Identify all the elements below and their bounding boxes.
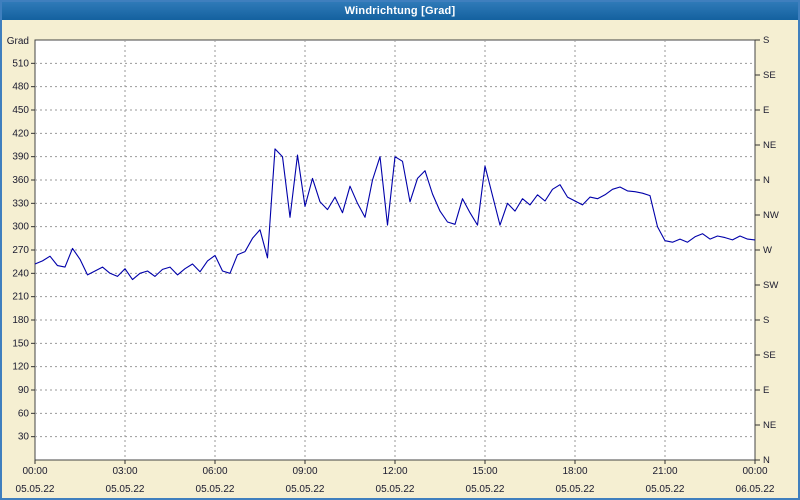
y-tick-label: 450 — [12, 105, 29, 116]
x-tick-time-label: 12:00 — [382, 466, 407, 477]
y-tick-label: 420 — [12, 128, 29, 139]
wind-direction-chart: 30 60 90 120 150 180 210 240 270 300 330 360 390 420 4… — [7, 35, 779, 495]
y-tick-label: 480 — [12, 82, 29, 93]
compass-label: W — [763, 245, 772, 256]
compass-label: SE — [763, 350, 776, 361]
x-tick-date-label: 05.05.22 — [556, 484, 595, 495]
x-tick-date-label: 06.05.22 — [736, 484, 775, 495]
x-tick-date-label: 05.05.22 — [196, 484, 235, 495]
y-tick-label: 390 — [12, 152, 29, 163]
y-tick-label: 120 — [12, 362, 29, 373]
x-tick-date-label: 05.05.22 — [16, 484, 55, 495]
y-tick-label: 60 — [18, 408, 30, 419]
y-tick-label: 210 — [12, 292, 29, 303]
window-title-bar: Windrichtung [Grad] — [2, 2, 798, 20]
x-tick-date-label: 05.05.22 — [106, 484, 145, 495]
y-tick-label: 300 — [12, 222, 29, 233]
x-tick-time-label: 06:00 — [202, 466, 227, 477]
compass-label: E — [763, 105, 769, 116]
y-axis-unit-label: Grad — [7, 36, 29, 47]
window-title: Windrichtung [Grad] — [344, 5, 456, 17]
compass-label: N — [763, 175, 770, 186]
x-tick-date-label: 05.05.22 — [286, 484, 325, 495]
x-tick-time-label: 00:00 — [22, 466, 47, 477]
compass-label: S — [763, 35, 769, 46]
x-tick-time-label: 03:00 — [112, 466, 137, 477]
y-tick-label: 510 — [12, 58, 29, 69]
x-tick-time-label: 00:00 — [742, 466, 767, 477]
compass-label: E — [763, 385, 769, 396]
compass-label: NW — [763, 210, 779, 221]
compass-label: SW — [763, 280, 778, 291]
y-tick-label: 180 — [12, 315, 29, 326]
x-tick-time-label: 21:00 — [652, 466, 677, 477]
x-tick-date-label: 05.05.22 — [466, 484, 505, 495]
y-tick-label: 150 — [12, 338, 29, 349]
compass-label: S — [763, 315, 769, 326]
compass-label: SE — [763, 70, 776, 81]
x-tick-date-label: 05.05.22 — [646, 484, 685, 495]
y-tick-label: 270 — [12, 245, 29, 256]
compass-label: NE — [763, 140, 776, 151]
compass-label: N — [763, 455, 770, 466]
y-tick-label: 330 — [12, 198, 29, 209]
wind-direction-line — [34, 148, 756, 281]
x-tick-date-label: 05.05.22 — [376, 484, 415, 495]
x-tick-time-label: 18:00 — [562, 466, 587, 477]
chart-container: 30 60 90 120 150 180 210 240 270 300 330 360 390 420 4… — [2, 20, 798, 498]
y-tick-label: 240 — [12, 268, 29, 279]
x-tick-time-label: 15:00 — [472, 466, 497, 477]
x-tick-time-label: 09:00 — [292, 466, 317, 477]
y-tick-label: 90 — [18, 385, 30, 396]
compass-label: NE — [763, 420, 776, 431]
y-tick-label: 360 — [12, 175, 29, 186]
y-tick-label: 30 — [18, 432, 30, 443]
